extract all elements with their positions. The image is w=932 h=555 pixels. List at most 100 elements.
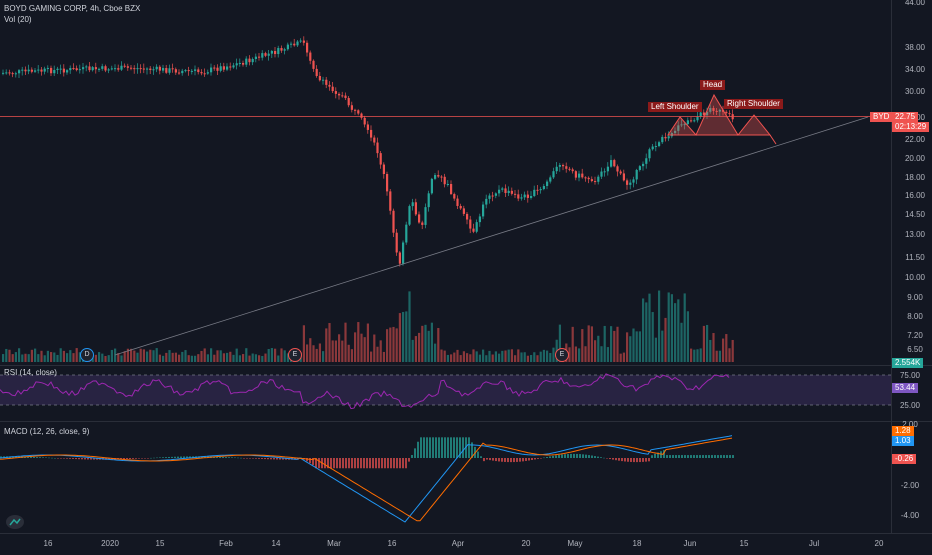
volume-bar (542, 349, 545, 362)
candle (686, 120, 689, 125)
macd-histogram-bar (267, 458, 269, 460)
volume-bar (606, 347, 609, 362)
head-shoulders-pattern[interactable] (667, 93, 777, 145)
volume-bar (69, 350, 72, 362)
volume-bar (728, 348, 731, 362)
candle (610, 160, 613, 167)
macd-histogram-bar (366, 458, 368, 469)
macd-histogram-bar (648, 458, 650, 462)
volume-bar (274, 348, 277, 362)
candle (8, 72, 11, 74)
macd-histogram-bar (645, 458, 647, 462)
candle (178, 72, 181, 74)
volume-bar (200, 350, 203, 362)
macd-histogram-bar (363, 458, 365, 469)
candle (331, 86, 334, 92)
volume-bar (350, 349, 353, 362)
macd-histogram-bar (456, 437, 458, 458)
macd-histogram-bar (81, 458, 83, 460)
candle (75, 68, 78, 71)
candle (430, 178, 433, 194)
volume-bar (168, 350, 171, 362)
volume-bar (229, 351, 232, 362)
macd-histogram-bar (405, 458, 407, 469)
macd-histogram-bar (39, 457, 41, 458)
candle (117, 68, 120, 70)
volume-bar (686, 311, 689, 362)
rsi-label[interactable]: RSI (14, close) (4, 368, 57, 377)
volume-bar (50, 352, 53, 362)
candle (142, 68, 145, 70)
candle (456, 198, 459, 206)
candle (405, 224, 408, 243)
candle (286, 44, 289, 50)
volume-bar (600, 346, 603, 362)
time-label: 15 (156, 539, 165, 548)
candle (130, 67, 133, 69)
volume-bar (677, 299, 680, 362)
candle (597, 176, 600, 182)
macd-histogram-bar (414, 448, 416, 458)
volume-bar (334, 340, 337, 362)
candle (517, 194, 520, 199)
left-shoulder-label[interactable]: Left Shoulder (648, 102, 702, 112)
candle (126, 66, 129, 68)
macd-histogram-bar (588, 455, 590, 458)
event-marker-dividend[interactable]: D (80, 348, 94, 362)
price-tick-label: 20.00 (905, 154, 926, 163)
right-shoulder-label[interactable]: Right Shoulder (724, 99, 783, 109)
volume-bar (318, 343, 321, 362)
macd-histogram-bar (285, 458, 287, 460)
macd-histogram-bar (135, 458, 137, 459)
candle (402, 242, 405, 264)
volume-bar (280, 348, 283, 362)
candle (606, 166, 609, 172)
candle (645, 158, 648, 164)
event-marker-earnings[interactable]: E (555, 348, 569, 362)
volume-bar (162, 355, 165, 362)
head-label[interactable]: Head (700, 80, 726, 90)
volume-bar (14, 352, 17, 362)
symbol-title[interactable]: BOYD GAMING CORP, 4h, Cboe BZX (4, 4, 141, 13)
macd-histogram-bar (75, 458, 77, 460)
volume-bar (453, 352, 456, 362)
candle (18, 70, 21, 74)
volume-bar (494, 351, 497, 362)
volume-bar (370, 351, 373, 362)
candle (216, 67, 219, 71)
trendline[interactable] (114, 116, 869, 356)
candle (510, 190, 513, 194)
tradingview-logo-icon[interactable] (6, 515, 24, 529)
macd-label[interactable]: MACD (12, 26, close, 9) (4, 427, 90, 436)
candle (462, 208, 465, 214)
candle (603, 171, 606, 173)
macd-histogram-bar (357, 458, 359, 469)
volume-bar (696, 349, 699, 362)
macd-histogram-bar (324, 458, 326, 469)
volume-bar (510, 349, 513, 362)
event-marker-earnings[interactable]: E (288, 348, 302, 362)
volume-bar (517, 349, 520, 362)
volume-label[interactable]: Vol (20) (4, 15, 32, 24)
macd-histogram-bar (618, 458, 620, 461)
macd-histogram-bar (63, 458, 65, 459)
macd-histogram-bar (78, 458, 80, 460)
macd-histogram-bar (666, 455, 668, 458)
candle (296, 41, 299, 46)
macd-histogram-bar (141, 458, 143, 459)
macd-histogram-bar (174, 456, 176, 458)
candle (334, 91, 337, 94)
macd-histogram-bar (477, 451, 479, 458)
volume-bar (187, 355, 190, 362)
volume-bar (194, 355, 197, 362)
macd-histogram-bar (399, 458, 401, 469)
candle (699, 112, 702, 117)
volume-bar (667, 292, 670, 362)
volume-bar (469, 354, 472, 362)
volume-bar (427, 330, 430, 362)
candle (181, 70, 184, 74)
candle (24, 69, 27, 72)
volume-bar (222, 353, 225, 362)
